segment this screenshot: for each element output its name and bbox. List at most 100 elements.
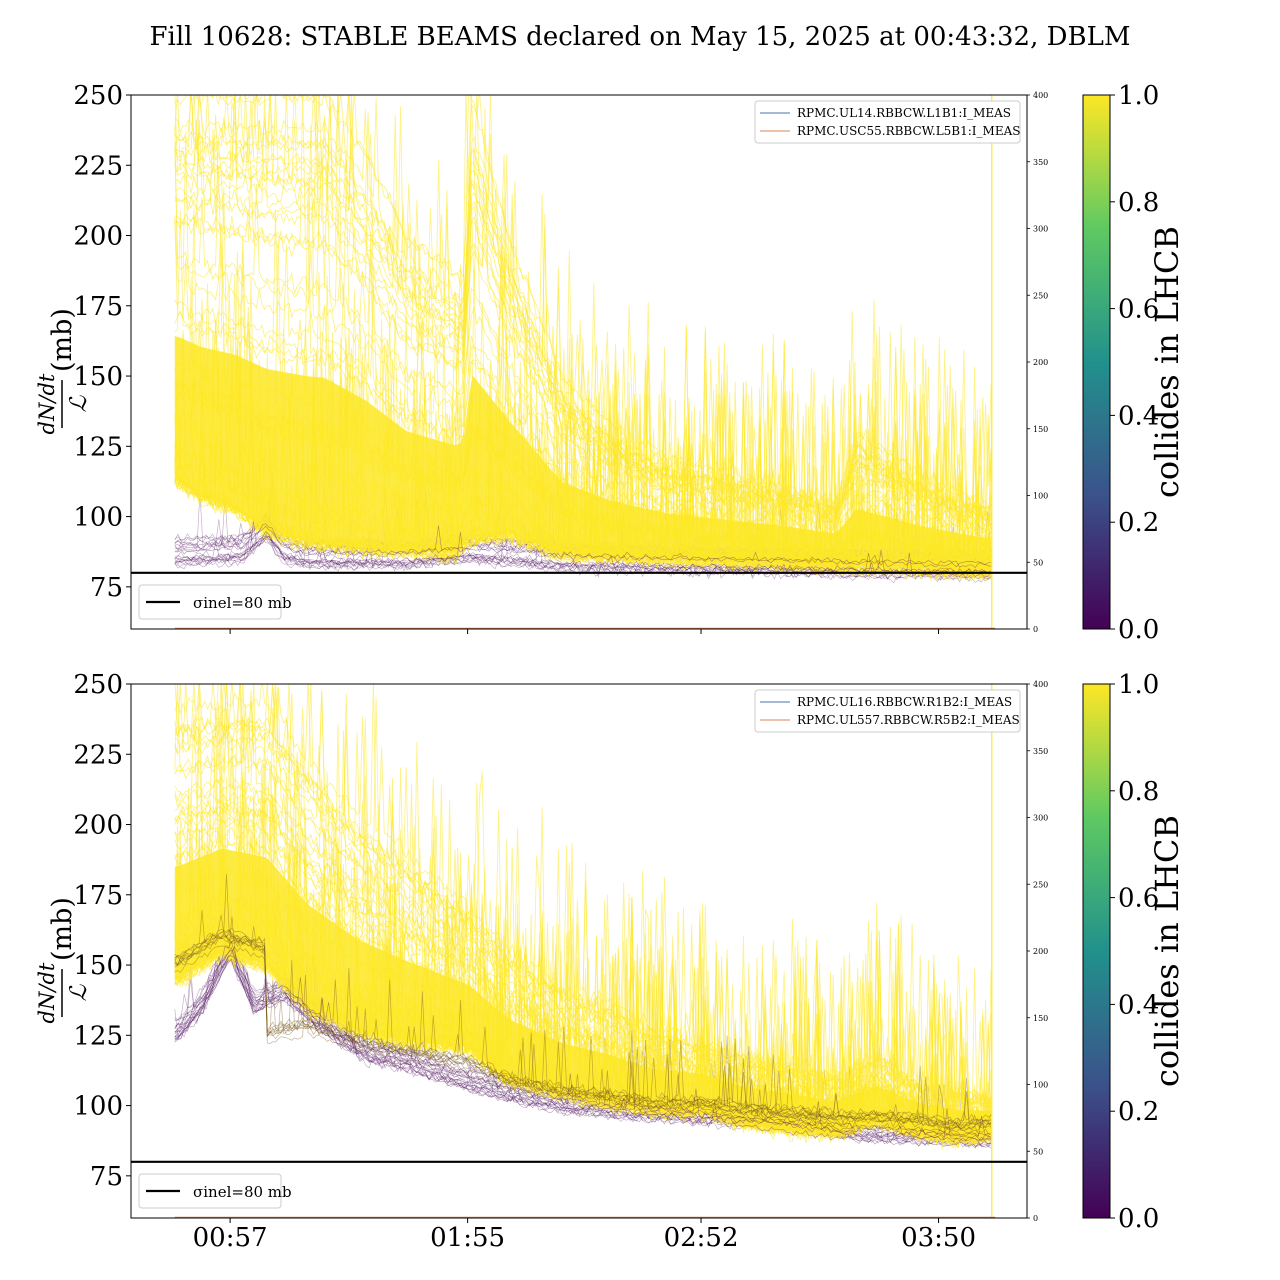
colorbar-label: collides in LHCB (1148, 815, 1186, 1087)
band-yellow (174, 848, 992, 1137)
threshold-legend-box (138, 584, 282, 620)
y-label-numerator: dN/dt (35, 962, 59, 1023)
y-axis-label: dN/dt ℒ (mb) (35, 308, 92, 434)
trace-brown (174, 873, 991, 1129)
current-legend-label: RPMC.UL14.RBBCW.L1B1:I_MEAS (797, 106, 1011, 120)
right-tick-label: 250 (1033, 291, 1048, 300)
colorbar-tick-label: 0.6 (1118, 295, 1159, 325)
colorbar-tick-label: 0.4 (1118, 990, 1159, 1020)
y-tick-label: 225 (73, 740, 123, 770)
data-lines (174, 684, 996, 1218)
colorbar-tick-label: 1.0 (1118, 81, 1159, 111)
colorbar-tick-label: 0.0 (1118, 1204, 1159, 1234)
right-tick-label: 350 (1033, 158, 1048, 167)
trace-brown (174, 926, 992, 1130)
trace-purple (174, 940, 992, 1136)
trace-purple (174, 523, 992, 568)
colorbar-tick-label: 0.2 (1118, 508, 1159, 538)
trace-yellow (174, 95, 992, 522)
y-tick-label: 175 (73, 292, 123, 322)
y-label-denominator: ℒ (66, 984, 92, 1001)
right-tick-label: 400 (1033, 91, 1048, 100)
right-tick-label: 150 (1033, 1014, 1048, 1023)
right-tick-label: 150 (1033, 425, 1048, 434)
y-tick-label: 200 (73, 222, 123, 252)
trace-yellow (174, 95, 992, 524)
right-tick-label: 250 (1033, 880, 1048, 889)
colorbar (1082, 94, 1111, 630)
right-tick-label: 200 (1033, 947, 1048, 956)
trace-purple (174, 946, 992, 1138)
data-lines (174, 95, 996, 629)
y-tick-label: 175 (73, 881, 123, 911)
y-tick-label: 75 (90, 573, 123, 603)
right-tick-label: 50 (1033, 558, 1043, 567)
trace-yellow (174, 95, 992, 532)
bottom-panel: 75 100 125 150 175 200 225 250 0 50 100 150 200 250 30… (35, 670, 1186, 1253)
y-label-unit: (mb) (47, 897, 78, 961)
colorbar-tick-label: 0.4 (1118, 401, 1159, 431)
trace-purple (174, 958, 992, 1149)
trace-yellow (174, 102, 992, 531)
trace-purple (174, 533, 992, 580)
right-tick-label: 0 (1033, 1214, 1038, 1223)
trace-yellow (174, 95, 992, 529)
right-tick-label: 100 (1033, 1081, 1048, 1090)
y-tick-label: 125 (73, 432, 123, 462)
trace-brown (174, 929, 992, 1126)
right-tick-label: 100 (1033, 492, 1048, 501)
current-legend-box (754, 100, 1021, 144)
trace-yellow (174, 684, 992, 1116)
right-tick-label: 400 (1033, 680, 1048, 689)
current-legend-label: RPMC.UL557.RBBCW.R5B2:I_MEAS (797, 713, 1020, 727)
x-tick-label: 03:50 (901, 1223, 976, 1253)
y-tick-label: 200 (73, 811, 123, 841)
trace-brown (174, 935, 992, 1130)
y-label-denominator: ℒ (66, 395, 92, 412)
trace-brown (174, 935, 992, 1132)
current-legend-label: RPMC.USC55.RBBCW.L5B1:I_MEAS (797, 124, 1020, 138)
colorbar-label: collides in LHCB (1148, 226, 1186, 498)
y-axis-label: dN/dt ℒ (mb) (35, 897, 92, 1023)
trace-purple (174, 535, 992, 576)
y-tick-label: 150 (73, 951, 123, 981)
trace-yellow (174, 852, 992, 1149)
right-tick-label: 0 (1033, 625, 1038, 634)
trace-yellow (174, 95, 992, 534)
trace-yellow (174, 931, 992, 1148)
threshold-legend-box (138, 1173, 282, 1209)
x-tick-label: 02:52 (664, 1223, 739, 1253)
right-tick-label: 50 (1033, 1147, 1043, 1156)
y-tick-label: 100 (73, 503, 123, 533)
trace-brown (174, 916, 992, 1138)
y-tick-label: 125 (73, 1021, 123, 1051)
y-tick-label: 150 (73, 362, 123, 392)
colorbar-tick-label: 0.8 (1118, 188, 1159, 218)
trace-purple (174, 531, 992, 575)
colorbar-tick-label: 0.8 (1118, 777, 1159, 807)
trace-yellow (174, 146, 992, 539)
trace-purple (174, 949, 992, 1142)
right-tick-label: 300 (1033, 225, 1048, 234)
trace-purple (174, 525, 992, 569)
y-label-unit: (mb) (47, 308, 78, 372)
top-panel: 75 100 125 150 175 200 225 250 0 50 100 150 200 250 30… (35, 81, 1186, 645)
colorbar-tick-label: 1.0 (1118, 670, 1159, 700)
trace-brown (174, 914, 992, 1128)
current-legend-box (754, 689, 1021, 733)
y-tick-label: 250 (73, 670, 123, 700)
colorbar-tick-label: 0.0 (1118, 615, 1159, 645)
trace-yellow (174, 392, 992, 580)
trace-brown (174, 932, 992, 1128)
trace-purple (174, 945, 992, 1143)
colorbar-tick-label: 0.2 (1118, 1097, 1159, 1127)
trace-brown (174, 910, 992, 1123)
threshold-legend-label: σinel=80 mb (193, 594, 292, 612)
right-tick-label: 300 (1033, 814, 1048, 823)
trace-yellow (174, 115, 992, 524)
colorbar (1082, 683, 1111, 1219)
right-tick-label: 200 (1033, 358, 1048, 367)
trace-brown (174, 934, 992, 1132)
trace-yellow (174, 684, 992, 1105)
